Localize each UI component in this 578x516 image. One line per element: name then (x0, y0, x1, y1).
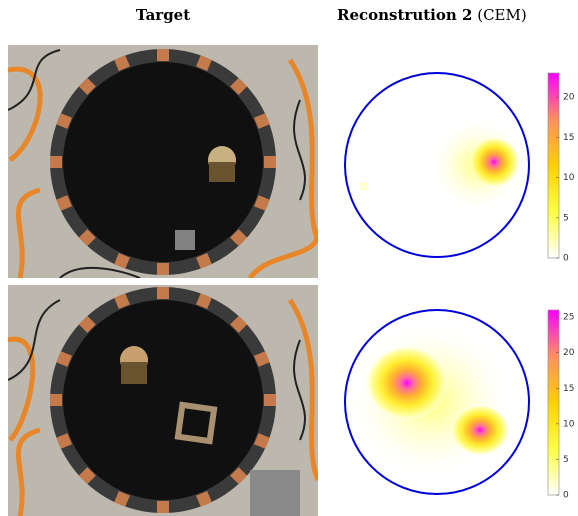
colorbar-tick-label: 5 (563, 213, 569, 223)
electrode (230, 229, 248, 247)
photo (8, 45, 318, 278)
electrode (78, 315, 96, 333)
electrode (114, 491, 130, 507)
colorbar-tick-label: 20 (563, 348, 575, 358)
colorbar-tick-label: 20 (563, 93, 575, 103)
electrode (157, 501, 169, 513)
electrode (50, 394, 62, 406)
electrode (56, 195, 72, 211)
column-title-main: Reconstrution 2 (337, 6, 472, 24)
electrode (254, 433, 270, 449)
reconstruction (345, 320, 515, 480)
electrode (196, 253, 212, 269)
electrode (230, 315, 248, 333)
electrode (56, 433, 72, 449)
electrode (196, 55, 212, 71)
colorbar-tick-label: 5 (563, 455, 569, 465)
colorbar-tick-label: 10 (563, 173, 575, 183)
electrode (50, 156, 62, 168)
colorbar-tick-label: 0 (563, 254, 569, 264)
colorbar-tick-label: 10 (563, 419, 575, 429)
reconstruction (360, 117, 528, 213)
electrode (254, 113, 270, 129)
electrode (196, 491, 212, 507)
electrode (157, 287, 169, 299)
electrode (230, 77, 248, 95)
electrode (254, 351, 270, 367)
colorbar-tick-label: 25 (563, 313, 574, 323)
electrode (157, 263, 169, 275)
electrode (196, 293, 212, 309)
electrode (157, 49, 169, 61)
electrode (114, 55, 130, 71)
electrode (254, 195, 270, 211)
electrode (114, 293, 130, 309)
colorbar-tick-label: 15 (563, 133, 574, 143)
electrode (78, 77, 96, 95)
colorbar (547, 309, 560, 496)
domain-boundary (344, 309, 530, 495)
electrode (78, 467, 96, 485)
electrode (114, 253, 130, 269)
electrode (78, 229, 96, 247)
colorbar-tick-label: 15 (563, 384, 574, 394)
photo (8, 285, 318, 516)
electrode (56, 351, 72, 367)
column-title: Target (136, 6, 190, 24)
electrode (230, 467, 248, 485)
domain-boundary (344, 72, 530, 258)
colorbar-tick-label: 0 (563, 491, 569, 501)
column-title: Reconstrution 2 (CEM) (337, 6, 527, 24)
colorbar (547, 72, 560, 259)
electrode (264, 394, 276, 406)
electrode (56, 113, 72, 129)
electrode (264, 156, 276, 168)
column-title-note: (CEM) (477, 6, 527, 24)
